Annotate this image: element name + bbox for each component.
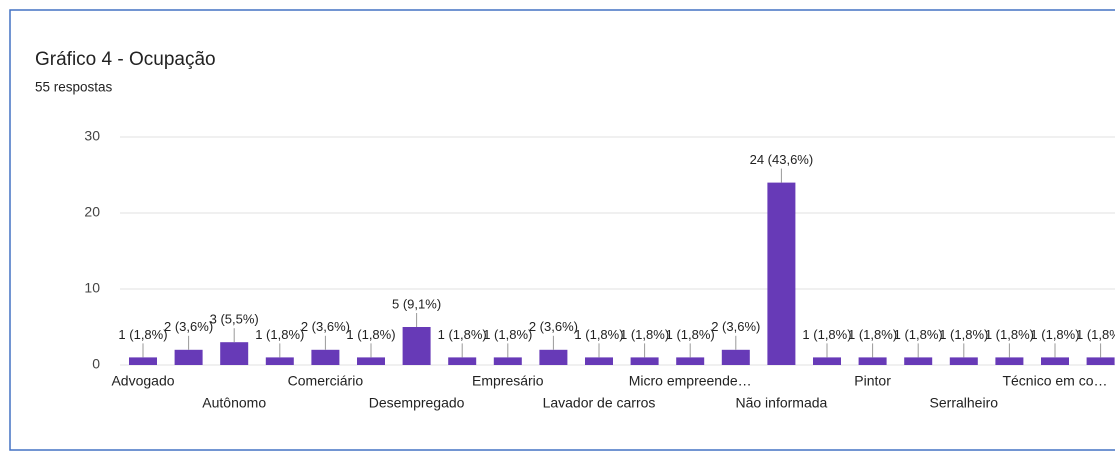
chart-subtitle: 55 respostas bbox=[35, 80, 113, 95]
value-label: 5 (9,1%) bbox=[392, 296, 441, 311]
value-label: 1 (1,8%) bbox=[939, 327, 988, 342]
value-label: 1 (1,8%) bbox=[346, 327, 395, 342]
bar bbox=[949, 357, 978, 365]
y-tick-label: 0 bbox=[92, 356, 100, 372]
bar bbox=[402, 327, 431, 365]
value-label: 1 (1,8%) bbox=[894, 327, 943, 342]
value-label: 1 (1,8%) bbox=[1030, 327, 1079, 342]
bar bbox=[904, 357, 933, 365]
bar bbox=[129, 357, 157, 365]
x-tick-label: Micro empreende… bbox=[629, 373, 752, 389]
x-tick-label: Não informada bbox=[735, 395, 827, 411]
x-tick-label: Autônomo bbox=[202, 395, 266, 411]
value-label: 1 (1,8%) bbox=[802, 327, 851, 342]
x-tick-label: Lavador de carros bbox=[543, 395, 656, 411]
bar bbox=[1041, 357, 1069, 365]
bar bbox=[767, 182, 796, 365]
bar bbox=[995, 357, 1024, 365]
value-label: 2 (3,6%) bbox=[164, 319, 213, 334]
bar bbox=[858, 357, 887, 365]
value-label: 1 (1,8%) bbox=[574, 327, 623, 342]
bar bbox=[265, 357, 294, 365]
x-tick-label: Serralheiro bbox=[930, 395, 999, 411]
value-label: 2 (3,6%) bbox=[529, 319, 578, 334]
y-tick-label: 10 bbox=[84, 280, 100, 296]
bar bbox=[448, 357, 477, 365]
value-label: 2 (3,6%) bbox=[711, 319, 760, 334]
x-tick-label: Empresário bbox=[472, 373, 544, 389]
bar bbox=[311, 349, 340, 365]
bar bbox=[721, 349, 750, 365]
value-label: 1 (1,8%) bbox=[985, 327, 1034, 342]
chart-title: Gráfico 4 - Ocupação bbox=[35, 49, 216, 70]
value-label: 1 (1,8%) bbox=[666, 327, 715, 342]
value-label: 24 (43,6%) bbox=[750, 152, 814, 167]
bar bbox=[174, 349, 203, 365]
card bbox=[9, 9, 1115, 451]
bar bbox=[493, 357, 522, 365]
bar bbox=[630, 357, 659, 365]
x-tick-label: Comerciário bbox=[288, 373, 364, 389]
x-tick-label: Técnico em co… bbox=[1002, 373, 1107, 389]
value-label: 3 (5,5%) bbox=[210, 312, 259, 327]
value-label: 1 (1,8%) bbox=[1076, 327, 1115, 342]
x-tick-label: Advogado bbox=[111, 373, 174, 389]
bar bbox=[676, 357, 705, 365]
bar bbox=[220, 342, 249, 365]
y-tick-label: 30 bbox=[84, 128, 100, 144]
value-label: 2 (3,6%) bbox=[301, 319, 350, 334]
bar bbox=[813, 357, 841, 365]
value-label: 1 (1,8%) bbox=[438, 327, 487, 342]
x-tick-label: Desempregado bbox=[369, 395, 465, 411]
x-tick-label: Pintor bbox=[854, 373, 891, 389]
value-label: 1 (1,8%) bbox=[118, 327, 167, 342]
y-tick-label: 20 bbox=[84, 204, 100, 220]
bar bbox=[1086, 357, 1115, 365]
bar bbox=[357, 357, 385, 365]
value-label: 1 (1,8%) bbox=[483, 327, 532, 342]
value-label: 1 (1,8%) bbox=[848, 327, 897, 342]
value-label: 1 (1,8%) bbox=[255, 327, 304, 342]
bar bbox=[585, 357, 613, 365]
bar bbox=[539, 349, 568, 365]
value-label: 1 (1,8%) bbox=[620, 327, 669, 342]
